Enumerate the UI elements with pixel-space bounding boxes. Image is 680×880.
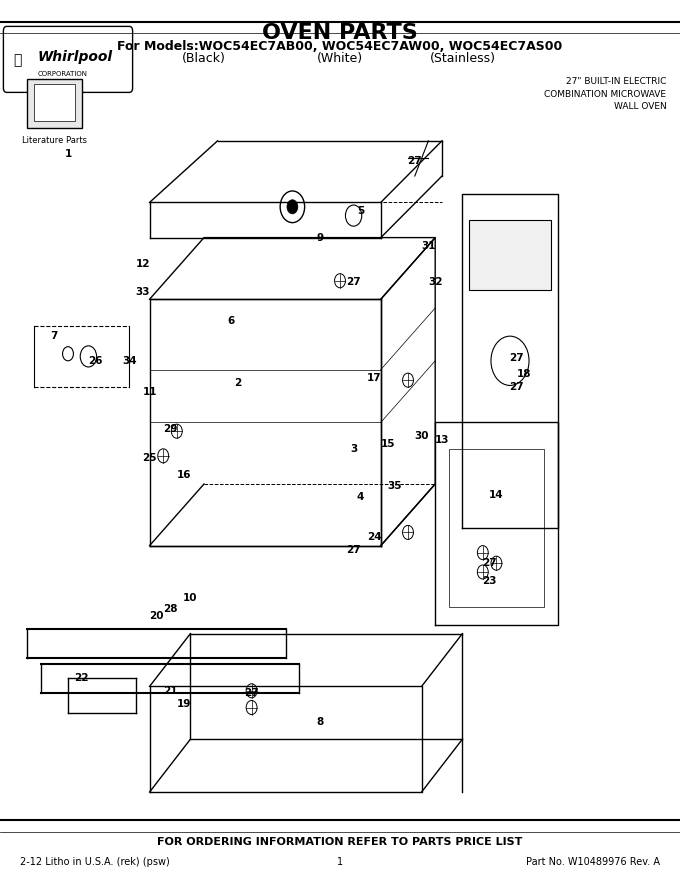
Text: 22: 22 (74, 672, 89, 683)
FancyBboxPatch shape (3, 26, 133, 92)
Text: 1: 1 (65, 149, 71, 159)
Text: 1: 1 (337, 857, 343, 868)
Text: (Black): (Black) (182, 53, 226, 65)
Text: 18: 18 (516, 369, 531, 379)
Text: 15: 15 (380, 439, 395, 450)
Bar (469, 220, 551, 290)
Text: 30: 30 (414, 430, 429, 441)
Text: 35: 35 (387, 480, 402, 491)
Text: 25: 25 (142, 452, 157, 463)
Text: 27: 27 (244, 687, 259, 698)
Text: 34: 34 (122, 356, 137, 366)
Text: 17: 17 (367, 373, 381, 384)
Text: 28: 28 (163, 604, 177, 614)
Text: 31: 31 (421, 241, 436, 252)
Text: 20: 20 (149, 611, 164, 621)
Text: 13: 13 (435, 435, 449, 445)
Text: 32: 32 (428, 276, 443, 287)
Text: Part No. W10489976 Rev. A: Part No. W10489976 Rev. A (526, 857, 660, 868)
Bar (34, 84, 75, 121)
Text: For Models:WOC54EC7AB00, WOC54EC7AW00, WOC54EC7AS00: For Models:WOC54EC7AB00, WOC54EC7AW00, W… (118, 40, 562, 53)
Text: 27: 27 (346, 276, 361, 287)
Circle shape (287, 200, 298, 214)
Text: 29: 29 (163, 424, 177, 435)
Text: 2: 2 (235, 378, 241, 388)
Text: 14: 14 (489, 489, 504, 500)
Text: 16: 16 (176, 470, 191, 480)
Text: Literature Parts: Literature Parts (22, 136, 87, 145)
Text: 4: 4 (357, 492, 364, 502)
Text: 27: 27 (509, 382, 524, 392)
Text: Whirlpool: Whirlpool (37, 50, 112, 64)
Text: 9: 9 (316, 232, 323, 243)
Text: CORPORATION: CORPORATION (37, 71, 88, 77)
Text: 27: 27 (509, 353, 524, 363)
Text: 19: 19 (176, 699, 191, 709)
Text: 27" BUILT-IN ELECTRIC
COMBINATION MICROWAVE
WALL OVEN: 27" BUILT-IN ELECTRIC COMBINATION MICROW… (545, 77, 666, 112)
Text: FOR ORDERING INFORMATION REFER TO PARTS PRICE LIST: FOR ORDERING INFORMATION REFER TO PARTS … (157, 837, 523, 847)
Bar (27, 79, 82, 128)
Text: 27: 27 (482, 558, 497, 568)
Text: 12: 12 (135, 259, 150, 269)
Text: 24: 24 (367, 532, 381, 542)
Text: 2-12 Litho in U.S.A. (rek) (psw): 2-12 Litho in U.S.A. (rek) (psw) (20, 857, 170, 868)
Text: 27: 27 (346, 545, 361, 555)
Text: 26: 26 (88, 356, 103, 366)
Bar (449, 449, 544, 607)
Text: 23: 23 (482, 576, 497, 586)
Text: 21: 21 (163, 686, 177, 696)
Text: ⦻: ⦻ (14, 53, 22, 67)
Text: 27: 27 (407, 156, 422, 166)
Text: 10: 10 (183, 593, 198, 604)
Text: 7: 7 (51, 331, 58, 341)
Text: 33: 33 (135, 287, 150, 297)
Text: (Stainless): (Stainless) (429, 53, 496, 65)
Text: 5: 5 (357, 206, 364, 216)
Text: 8: 8 (316, 716, 323, 727)
Text: 3: 3 (350, 444, 357, 454)
Text: 6: 6 (228, 316, 235, 326)
Text: (White): (White) (317, 53, 363, 65)
Text: OVEN PARTS: OVEN PARTS (262, 24, 418, 43)
Text: 11: 11 (142, 386, 157, 397)
